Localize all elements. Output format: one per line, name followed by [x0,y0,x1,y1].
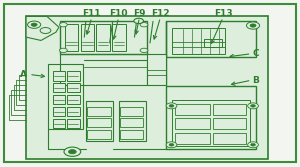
Bar [172,28,225,54]
Bar [120,107,143,116]
Bar [120,130,143,139]
Bar [67,83,80,93]
Bar [53,95,65,104]
Bar [53,119,65,128]
Circle shape [250,143,255,146]
Circle shape [28,21,41,28]
Bar [60,21,147,54]
Circle shape [248,142,258,148]
Bar [87,118,111,127]
Bar [67,95,80,104]
Bar [67,107,80,116]
Bar [86,101,113,141]
Circle shape [140,23,148,27]
Bar [118,101,146,141]
Bar [67,71,80,80]
Bar [167,86,256,149]
Bar [87,130,111,139]
Bar [49,64,83,129]
Polygon shape [26,16,59,40]
Bar [81,24,94,51]
Bar [176,133,210,144]
Circle shape [59,23,67,27]
Text: F11: F11 [82,9,101,18]
Bar [176,104,210,115]
Text: A: A [20,70,27,79]
Bar [167,21,256,57]
Circle shape [40,28,51,34]
Text: F9: F9 [133,9,146,18]
Circle shape [140,48,148,53]
Text: F13: F13 [214,9,232,18]
Bar [147,54,167,86]
Circle shape [247,22,260,29]
Bar [172,100,250,146]
Circle shape [169,105,174,107]
Bar [87,107,111,116]
Bar [53,107,65,116]
Bar [213,133,246,144]
Bar [213,104,246,115]
Bar [213,118,246,129]
Circle shape [59,48,67,53]
Bar [204,39,222,47]
Bar [67,119,80,128]
Bar [53,71,65,80]
Circle shape [166,103,177,109]
Text: B: B [253,76,260,85]
Bar [53,83,65,93]
Bar [112,24,125,51]
Bar [120,118,143,127]
Circle shape [169,143,174,146]
Circle shape [166,142,177,148]
Circle shape [248,103,258,109]
Circle shape [64,147,81,156]
Text: C: C [253,49,259,58]
Bar [96,24,110,51]
Text: F10: F10 [110,9,128,18]
Bar [26,16,268,159]
Bar [65,24,78,51]
Circle shape [250,24,256,27]
Circle shape [31,23,37,26]
Bar [176,118,210,129]
Circle shape [250,105,255,107]
Circle shape [68,150,76,154]
Text: F12: F12 [151,9,170,18]
Circle shape [134,18,143,24]
